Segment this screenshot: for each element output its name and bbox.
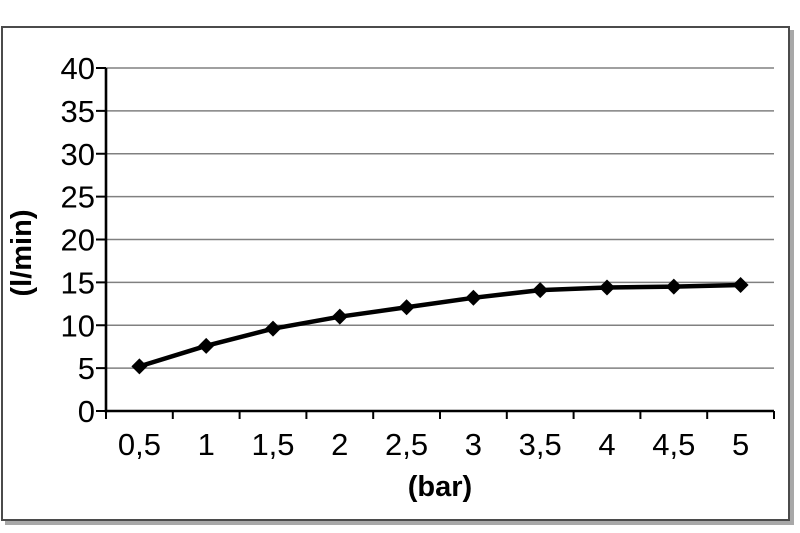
x-tick-label: 3,5 xyxy=(519,427,562,462)
x-tick-label: 4 xyxy=(598,427,615,462)
y-tick-label: 20 xyxy=(61,223,95,258)
data-point-marker xyxy=(665,278,682,295)
x-tick-label: 2 xyxy=(331,427,348,462)
x-tick-label: 4,5 xyxy=(652,427,695,462)
x-tick-label: 5 xyxy=(732,427,749,462)
data-point-marker xyxy=(198,337,215,354)
data-point-marker xyxy=(599,279,615,296)
x-tick-label: 0,5 xyxy=(118,427,161,462)
y-tick-label: 40 xyxy=(61,51,95,86)
data-point-marker xyxy=(331,308,348,325)
y-tick-label: 0 xyxy=(78,394,95,429)
x-axis-title: (bar) xyxy=(408,471,472,503)
y-tick-label: 25 xyxy=(61,180,95,215)
x-tick-label: 3 xyxy=(465,427,482,462)
data-point-marker xyxy=(532,282,549,299)
data-point-marker xyxy=(465,289,482,306)
data-point-marker xyxy=(398,299,415,316)
x-tick-label: 2,5 xyxy=(385,427,428,462)
data-point-marker xyxy=(732,276,749,293)
data-point-marker xyxy=(265,320,281,337)
y-axis-title: (l/min) xyxy=(6,210,38,297)
y-tick-label: 35 xyxy=(61,94,95,129)
data-point-marker xyxy=(131,358,148,375)
y-tick-label: 30 xyxy=(61,137,95,172)
x-tick-label: 1,5 xyxy=(251,427,294,462)
y-tick-label: 5 xyxy=(78,351,95,386)
y-tick-label: 15 xyxy=(61,265,95,300)
chart-frame xyxy=(1,26,790,521)
x-tick-label: 1 xyxy=(198,427,215,462)
series-line xyxy=(137,282,743,369)
y-tick-label: 10 xyxy=(61,308,95,343)
